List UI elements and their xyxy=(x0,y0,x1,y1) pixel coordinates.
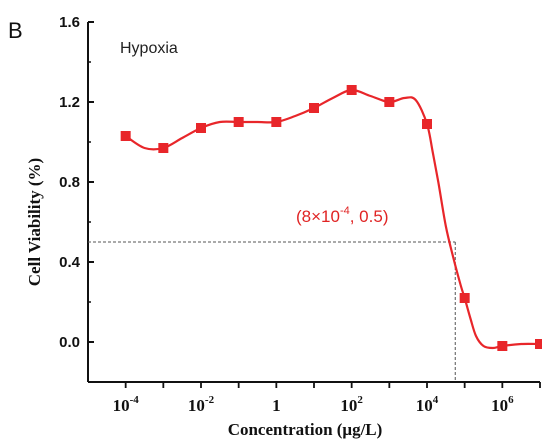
y-tick-label: 0.4 xyxy=(59,254,81,271)
data-point xyxy=(384,97,395,107)
x-tick-exponent: 6 xyxy=(508,394,514,406)
y-tick-label: 1.6 xyxy=(59,14,80,31)
x-tick-label: 106 xyxy=(491,394,514,415)
x-tick-exponent: -2 xyxy=(205,394,215,406)
x-tick-exponent: 4 xyxy=(433,394,439,406)
annotation-label: (8×10-4, 0.5) xyxy=(296,205,388,226)
panel-label: B xyxy=(8,18,23,43)
x-tick-base: 10 xyxy=(113,396,130,415)
data-point xyxy=(459,293,470,303)
x-tick-label: 10-2 xyxy=(188,394,215,415)
data-point xyxy=(158,143,169,153)
x-tick-exponent: 2 xyxy=(357,394,363,406)
data-point xyxy=(346,85,357,95)
x-tick-label: 1 xyxy=(272,396,281,415)
x-tick-label: 102 xyxy=(340,394,363,415)
series-line-hypoxia xyxy=(125,88,541,350)
data-point xyxy=(422,119,432,129)
x-tick-base: 1 xyxy=(272,396,281,415)
legend-text-hypoxia: Hypoxia xyxy=(120,40,178,57)
x-tick-base: 10 xyxy=(188,396,205,415)
annotation-suffix: , 0.5) xyxy=(350,207,389,226)
annotation-prefix: (8×10 xyxy=(296,207,340,226)
x-axis-title: Concentration (μg/L) xyxy=(228,420,383,439)
y-axis-title: Cell Viability (%) xyxy=(25,158,44,286)
x-tick-base: 10 xyxy=(416,396,433,415)
x-tick-base: 10 xyxy=(491,396,508,415)
x-tick-label: 104 xyxy=(416,394,439,415)
y-tick-label: 0.8 xyxy=(59,174,80,191)
data-point xyxy=(196,123,206,133)
data-point xyxy=(535,339,542,349)
data-point xyxy=(309,103,319,113)
data-point xyxy=(497,341,508,351)
data-point xyxy=(120,131,131,141)
data-point xyxy=(271,117,282,127)
x-tick-label: 10-4 xyxy=(113,394,140,415)
x-tick-exponent: -4 xyxy=(130,394,140,406)
y-tick-label: 1.2 xyxy=(59,94,80,111)
y-tick-label: 0.0 xyxy=(59,334,80,351)
annotation-exponent: -4 xyxy=(340,205,350,217)
data-point xyxy=(233,117,244,127)
x-tick-base: 10 xyxy=(340,396,357,415)
plot-area: 0.00.40.81.21.610-4 10-2 1 102 104 106 xyxy=(59,14,542,415)
